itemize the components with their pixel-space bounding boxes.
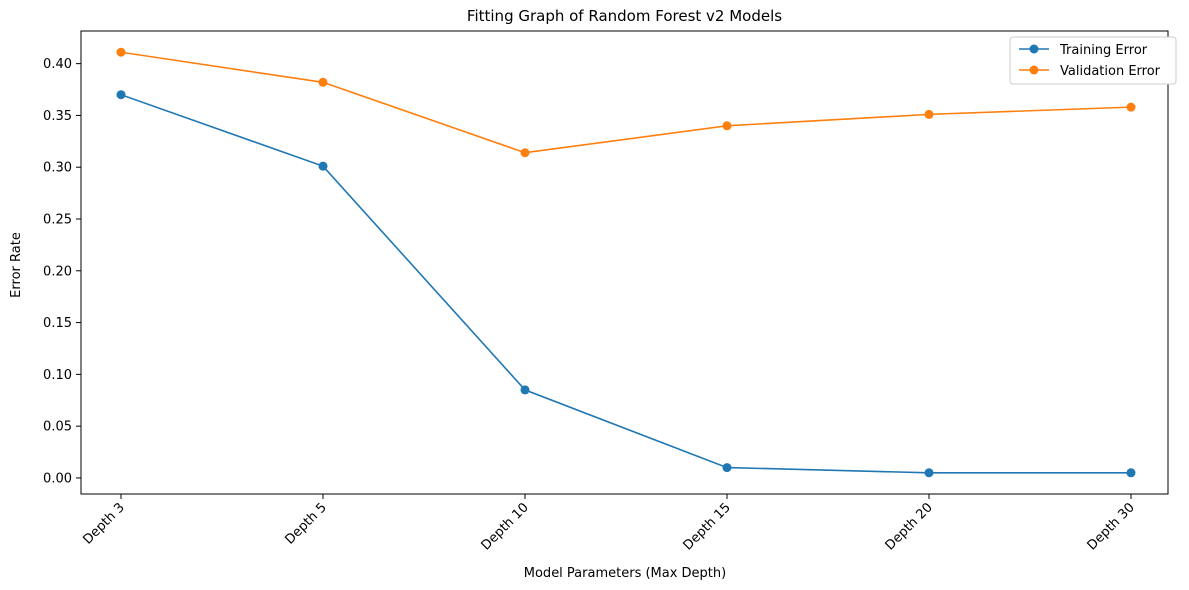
data-point-validation-error: [520, 148, 530, 158]
series-line-training-error: [120, 93, 1131, 474]
data-point-validation-error: [1126, 102, 1136, 112]
y-axis: 0.00 0.05 0.10 0.15 0.20 0.25 0.30 0.35 0.40: [43, 57, 81, 486]
x-tick-label: Depth 30: [1085, 500, 1138, 553]
x-axis-label: Model Parameters (Max Depth): [524, 566, 726, 581]
chart-title: Fitting Graph of Random Forest v2 Models: [467, 7, 782, 25]
data-point-training-error: [318, 161, 328, 171]
y-tick-label: 0.00: [43, 471, 72, 486]
y-tick-label: 0.20: [43, 264, 72, 279]
series-layer: [116, 47, 1136, 478]
x-tick-label: Depth 3: [80, 500, 127, 547]
x-tick-label: Depth 10: [479, 500, 532, 553]
legend: Training Error Validation Error: [1009, 36, 1177, 85]
data-point-training-error: [520, 385, 530, 395]
x-tick-label: Depth 15: [681, 500, 734, 553]
data-point-training-error: [722, 463, 732, 473]
y-tick-label: 0.10: [43, 368, 72, 383]
y-tick-label: 0.30: [43, 161, 72, 176]
legend-box: [1009, 36, 1177, 85]
data-point-training-error: [116, 90, 126, 100]
y-tick-label: 0.35: [43, 109, 72, 124]
x-axis: Depth 3 Depth 5 Depth 10 Depth 15 Depth 20 De…: [80, 494, 1138, 553]
series-line-validation-error: [120, 51, 1132, 154]
data-point-validation-error: [924, 109, 934, 119]
y-axis-label: Error Rate: [9, 232, 24, 298]
data-point-validation-error: [722, 121, 732, 131]
legend-marker-training: [1029, 44, 1039, 54]
y-tick-label: 0.05: [43, 420, 72, 435]
y-tick-label: 0.40: [43, 57, 72, 72]
series-training-error: [116, 90, 1136, 478]
x-tick-label: Depth 5: [282, 500, 329, 547]
plot-area: 0.00 0.05 0.10 0.15 0.20 0.25 0.30 0.35 0.40 Dep…: [43, 30, 1169, 553]
data-point-validation-error: [116, 47, 126, 57]
y-tick-label: 0.25: [43, 212, 72, 227]
legend-item-training: Training Error: [1019, 43, 1148, 58]
data-point-training-error: [1126, 468, 1136, 478]
plot-frame: [80, 30, 1169, 495]
legend-item-validation: Validation Error: [1019, 64, 1161, 79]
legend-label-training: Training Error: [1059, 43, 1148, 58]
x-tick-label: Depth 20: [883, 500, 936, 553]
series-validation-error: [116, 47, 1136, 158]
data-point-validation-error: [318, 77, 328, 87]
data-point-training-error: [924, 468, 934, 478]
legend-marker-validation: [1029, 65, 1039, 75]
y-tick-label: 0.15: [43, 316, 72, 331]
legend-label-validation: Validation Error: [1060, 64, 1161, 79]
